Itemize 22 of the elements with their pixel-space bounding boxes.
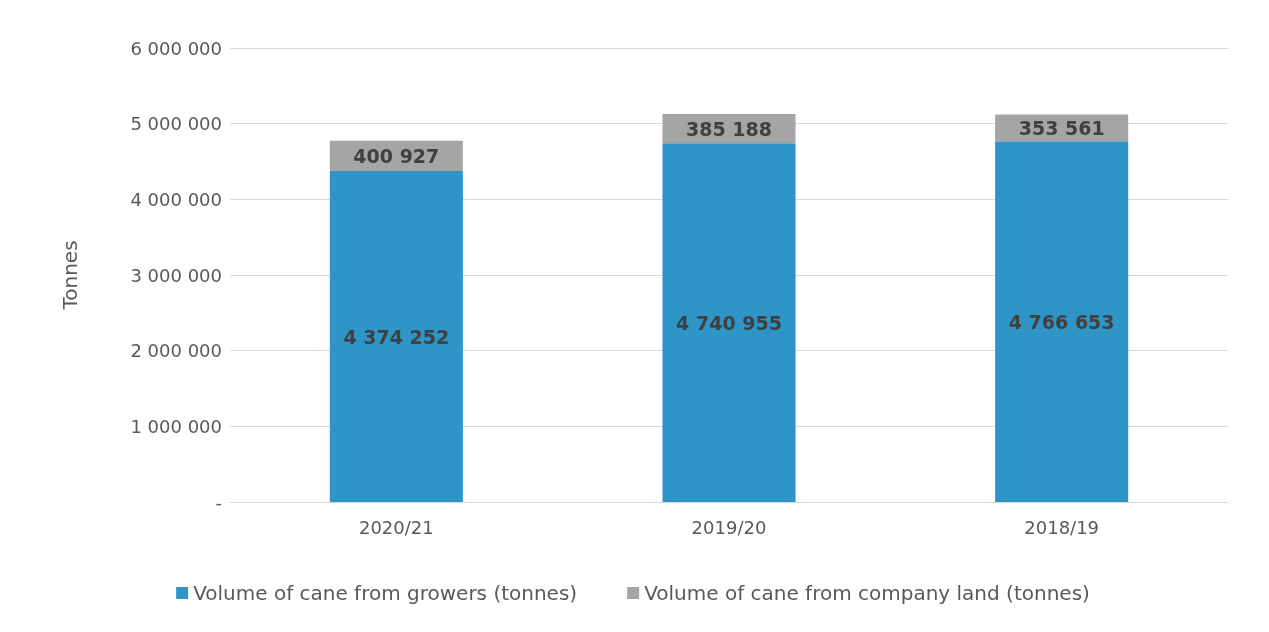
y-tick-label: 2 000 000	[130, 340, 222, 362]
bar	[329, 171, 463, 502]
data-label: 4 374 252	[343, 325, 450, 348]
data-label: 4 740 955	[676, 311, 782, 334]
data-label: 400 927	[353, 144, 440, 167]
y-tick-label: -	[215, 491, 222, 513]
data-label: 4 766 653	[1008, 310, 1115, 333]
y-tick-label: 6 000 000	[130, 37, 222, 59]
x-tick-label: 2020/21	[358, 516, 434, 538]
bar	[662, 143, 796, 502]
legend-label: Volume of cane from growers (tonnes)	[193, 581, 578, 605]
y-axis-title: Tonnes	[58, 240, 82, 311]
data-label: 385 188	[686, 117, 772, 140]
y-tick-label: 5 000 000	[130, 113, 222, 135]
y-tick-label: 1 000 000	[130, 415, 222, 437]
bar	[995, 141, 1129, 502]
legend-label: Volume of cane from company land (tonnes)	[644, 581, 1090, 605]
x-tick-label: 2018/19	[1024, 516, 1100, 538]
data-label: 353 561	[1018, 116, 1105, 139]
x-tick-label: 2019/20	[691, 516, 767, 538]
y-tick-label: 4 000 000	[130, 188, 222, 210]
y-tick-label: 3 000 000	[130, 264, 222, 286]
